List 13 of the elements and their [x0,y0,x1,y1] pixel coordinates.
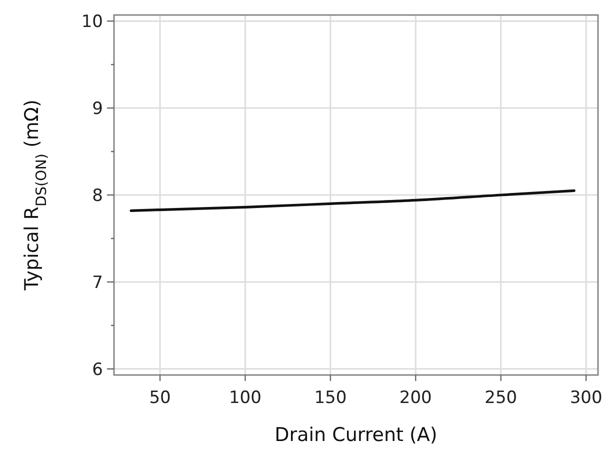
y-tick-label: 6 [92,360,103,380]
line-series [130,189,576,212]
x-axis-title: Drain Current (A) [274,424,438,446]
y-tick-label: 10 [81,12,103,32]
y-tick-label: 7 [92,272,103,293]
x-tick-label: 100 [229,388,262,408]
x-tick-label: 200 [399,388,432,408]
x-tick-label: 300 [570,388,602,408]
x-tick-label: 250 [484,388,518,408]
x-tick-label: 50 [149,388,171,408]
x-tick-label: 150 [314,388,347,408]
y-tick-label: 8 [92,186,103,206]
y-tick-label: 9 [92,98,103,119]
